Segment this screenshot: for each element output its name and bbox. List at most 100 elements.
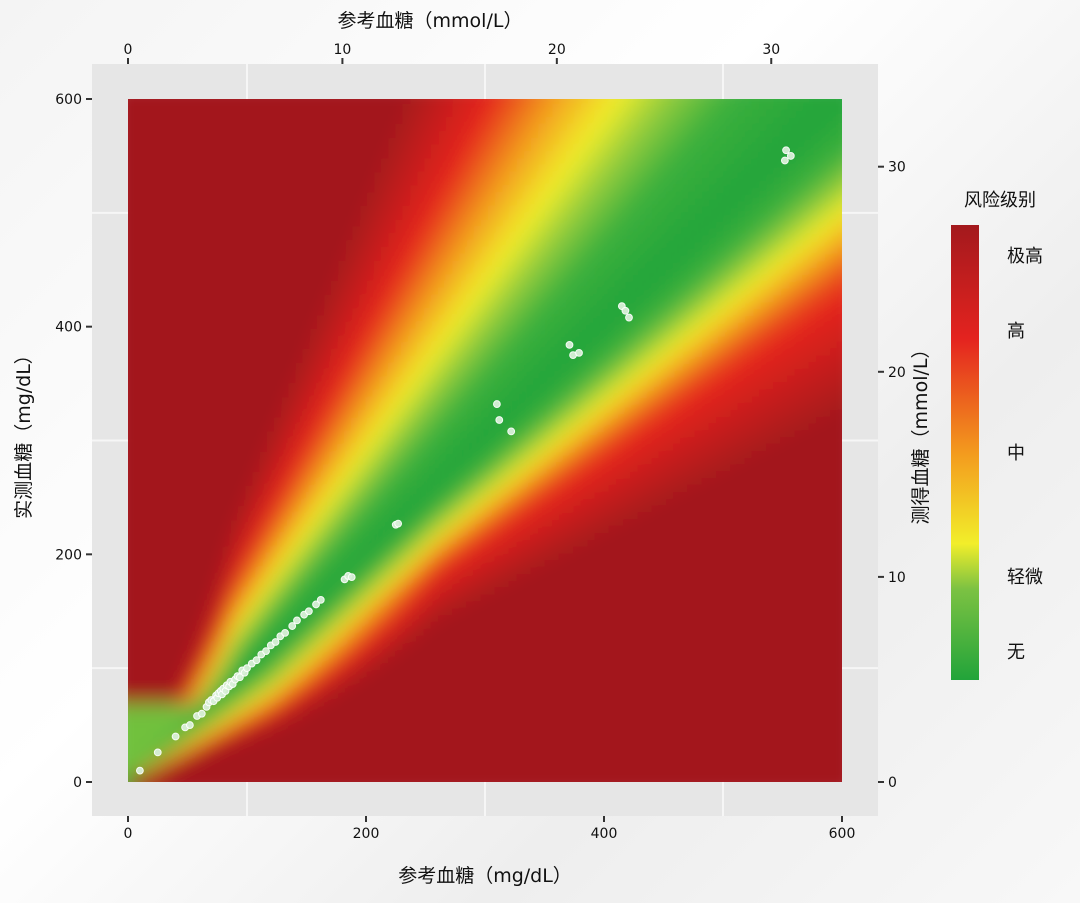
heat-cell [195,661,204,670]
heat-cell [430,525,440,534]
heat-cell [409,757,418,766]
heat-cell [709,593,718,602]
heat-cell [652,675,661,684]
heat-cell [202,552,211,561]
heat-cell [773,675,782,684]
heat-cell [302,634,311,643]
heat-cell [216,498,225,506]
heat-cell [259,511,268,520]
heat-cell [452,764,461,773]
heat-cell [409,532,418,541]
heat-cell [195,498,204,506]
heat-cell [438,743,447,752]
heat-cell [188,607,197,616]
heat-cell [138,668,147,677]
heat-cell [388,675,397,684]
heat-cell [459,586,468,595]
heat-cell [223,696,233,704]
heat-cell [316,764,325,773]
heat-cell [609,634,618,643]
heat-cell [780,757,789,766]
heat-cell [745,545,754,554]
heat-cell [823,580,832,588]
heat-cell [723,757,732,766]
heat-cell [652,696,661,704]
heat-cell [787,764,797,773]
heat-cell [645,539,654,547]
heat-cell [837,771,842,780]
heat-cell [128,661,133,670]
heat-cell [231,696,240,704]
heat-cell [573,614,582,622]
heat-cell [695,586,704,595]
heat-cell [352,580,361,588]
heat-cell [338,498,347,506]
heat-cell [545,511,554,520]
heat-cell [352,620,361,629]
heat-cell [388,580,397,588]
heat-cell [480,573,490,582]
heat-cell [716,545,725,554]
heat-cell [480,743,490,752]
heat-cell [409,723,418,732]
heat-cell [173,757,183,766]
heat-cell [538,771,547,780]
heat-cell [680,627,689,636]
heat-cell [588,559,597,568]
heat-cell [695,696,704,704]
heat-cell [538,539,547,547]
heat-cell [695,723,704,732]
heat-cell [659,614,668,622]
heat-cell [716,532,725,541]
heat-cell [723,620,732,629]
heat-cell [795,655,804,663]
heat-cell [495,648,504,657]
heat-cell [373,614,382,622]
heat-cell [238,511,247,520]
heat-cell [188,764,197,773]
heat-cell [173,484,183,493]
heat-cell [545,559,554,568]
heat-cell [302,498,311,506]
heat-cell [173,668,183,677]
heat-cell [338,525,347,534]
heat-cell [652,593,661,602]
heat-cell [423,525,432,534]
heat-cell [238,757,247,766]
heat-cell [281,709,290,718]
heat-cell [588,668,597,677]
heat-cell [616,607,625,616]
heat-cell [231,702,240,711]
heat-cell [795,620,804,629]
heat-cell [745,477,754,486]
heat-cell [588,634,597,643]
heat-cell [509,634,518,643]
heat-cell [623,559,632,568]
heat-cell [288,477,297,486]
heat-cell [538,634,547,643]
heat-cell [709,545,718,554]
heat-cell [588,539,597,547]
heat-cell [302,702,311,711]
heat-cell [602,771,611,780]
heat-cell [380,470,390,479]
heat-cell [502,539,511,547]
heat-cell [545,661,554,670]
heat-cell [623,600,632,609]
heat-cell [359,689,368,698]
heat-cell [588,689,597,698]
heat-cell [195,600,204,609]
heat-cell [395,730,404,739]
heat-cell [659,709,668,718]
heat-cell [416,477,425,486]
heat-cell [316,716,325,725]
heat-cell [566,525,575,534]
heat-cell [330,641,340,650]
heat-cell [687,648,697,657]
heat-cell [538,607,547,616]
heat-cell [452,525,461,534]
heat-cell [516,552,525,561]
heat-cell [816,730,825,739]
heat-cell [602,545,611,554]
heat-cell [231,689,240,698]
